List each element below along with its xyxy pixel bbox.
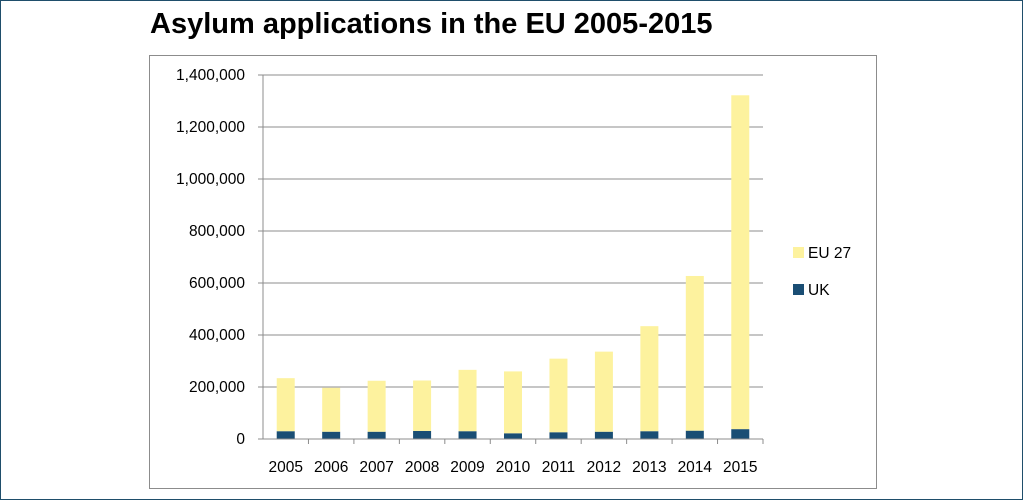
legend-label: EU 27 — [808, 245, 851, 262]
bars — [276, 95, 750, 439]
bar-eu-27 — [322, 387, 341, 432]
y-tick-label: 600,000 — [189, 275, 245, 292]
bar-uk — [685, 430, 704, 439]
bar-uk — [549, 432, 568, 439]
y-tick-label: 800,000 — [189, 223, 245, 240]
y-tick-label: 0 — [236, 431, 245, 448]
x-tick-label: 2014 — [678, 459, 713, 476]
x-tick-label: 2006 — [314, 459, 348, 476]
bar-eu-27 — [458, 369, 477, 432]
y-tick-label: 1,200,000 — [176, 119, 245, 136]
x-tick-labels: 2005 2006 2007 2008 2009 2010 2011 2012 2013 2014… — [268, 459, 757, 476]
x-tick-label: 2008 — [405, 459, 439, 476]
x-tick-label: 2007 — [359, 459, 393, 476]
axes — [262, 75, 764, 444]
y-tick-label: 400,000 — [189, 327, 245, 344]
chart-title: Asylum applications in the EU 2005-2015 — [150, 8, 713, 40]
x-tick-label: 2015 — [723, 459, 757, 476]
legend-swatch — [793, 284, 804, 295]
x-tick-label: 2013 — [632, 459, 666, 476]
bar-uk — [413, 430, 432, 439]
bar-uk — [458, 431, 477, 439]
bar-eu-27 — [731, 95, 750, 430]
bar-uk — [731, 429, 750, 439]
bar-eu-27 — [685, 275, 704, 431]
gridlines — [258, 74, 763, 440]
x-tick-label: 2005 — [268, 459, 302, 476]
bar-eu-27 — [640, 326, 659, 432]
bar-uk — [594, 431, 613, 439]
y-tick-label: 1,000,000 — [176, 171, 245, 188]
bar-eu-27 — [276, 378, 295, 432]
y-tick-label: 200,000 — [189, 379, 245, 396]
bar-eu-27 — [504, 371, 522, 434]
bar-uk — [504, 433, 522, 439]
bar-eu-27 — [367, 380, 386, 432]
bar-eu-27 — [549, 358, 568, 433]
bar-eu-27 — [413, 380, 432, 431]
legend-label: UK — [808, 282, 830, 299]
y-tick-labels: 0 200,000 400,000 600,000 800,000 1,000,000 1,… — [176, 67, 245, 448]
x-tick-label: 2009 — [450, 459, 484, 476]
legend: EU 27 UK — [793, 245, 851, 299]
chart-area-border — [149, 55, 877, 489]
legend-swatch — [793, 247, 804, 258]
bar-uk — [367, 431, 386, 439]
x-tick-label: 2011 — [542, 459, 575, 476]
bar-eu-27 — [594, 351, 613, 432]
y-tick-label: 1,400,000 — [176, 67, 245, 84]
bar-uk — [322, 431, 341, 439]
x-tick-label: 2010 — [496, 459, 531, 476]
x-tick-label: 2012 — [587, 459, 621, 476]
bar-uk — [640, 431, 659, 439]
bar-uk — [276, 431, 295, 439]
